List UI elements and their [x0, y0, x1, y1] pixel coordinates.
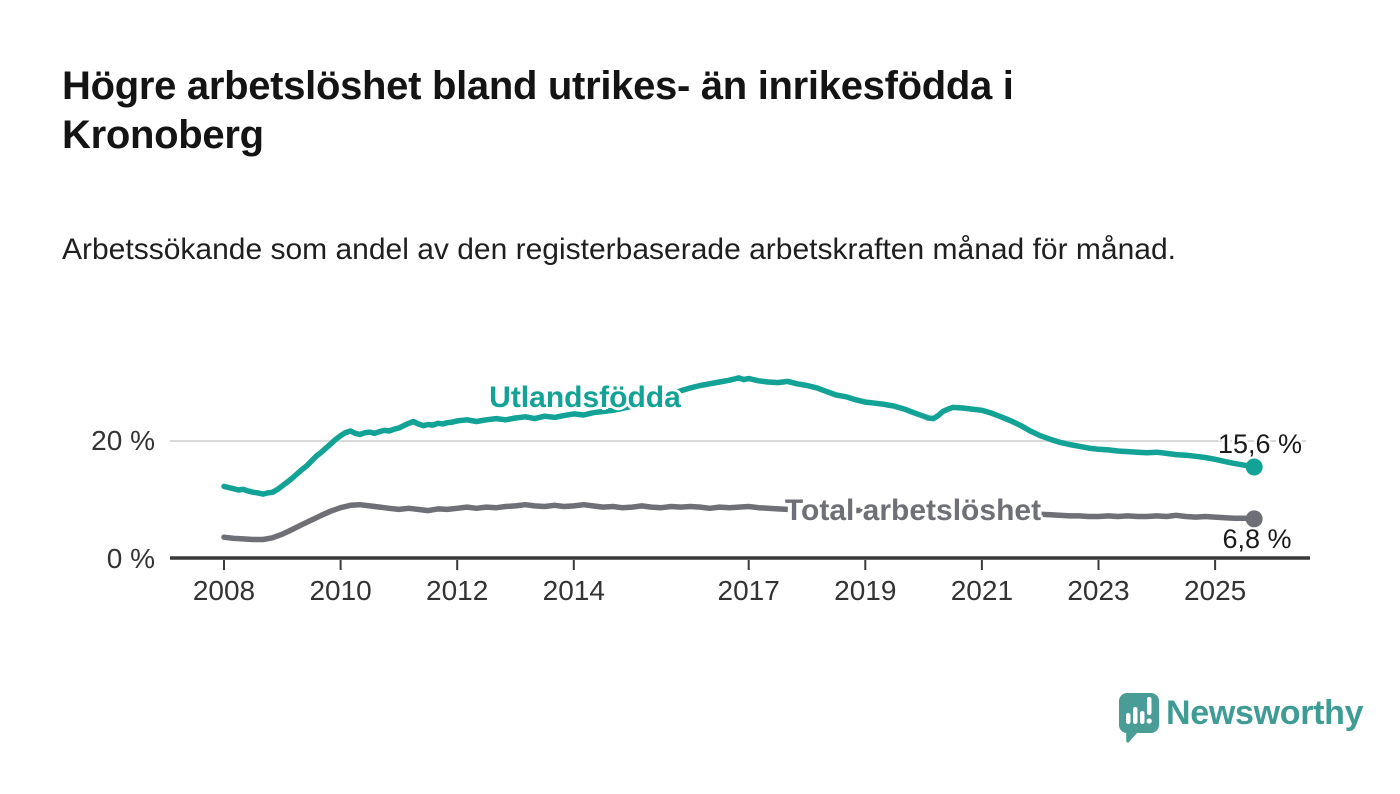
- newsworthy-logo: Newsworthy: [1118, 688, 1364, 748]
- series-line-1: [221, 501, 1257, 543]
- x-axis-tick-label: 2012: [426, 575, 489, 606]
- series-label-total-arbetsloshet: Total arbetslöshet: [784, 494, 1042, 527]
- x-axis-tick-label: 2017: [717, 575, 780, 606]
- x-axis-tick-label: 2021: [950, 575, 1014, 606]
- y-axis-tick-20: 20 %: [91, 425, 155, 456]
- x-axis-tick-label: 2010: [309, 575, 372, 606]
- x-axis-tick-label: 2019: [834, 575, 897, 606]
- x-axis-tick-label: 2023: [1067, 575, 1130, 606]
- chart-title: Högre arbetslöshet bland utrikes- än inr…: [62, 64, 1014, 157]
- series-line-0: [221, 375, 1257, 497]
- newsworthy-bubble-chart-icon: [1118, 693, 1159, 743]
- x-axis-tick-label: 2014: [542, 575, 605, 606]
- series-end-dot-1: [1245, 510, 1263, 528]
- series-end-dot-0: [1245, 458, 1263, 476]
- end-value-utlandsfodda: 15,6 %: [1217, 429, 1303, 459]
- x-axis-tick-label: 2008: [192, 575, 256, 606]
- series-label-utlandsfodda: Utlandsfödda: [489, 381, 681, 414]
- y-axis-tick-0: 0 %: [106, 543, 155, 574]
- x-axis-tick-label: 2025: [1183, 575, 1247, 606]
- end-value-total: 6,8 %: [1222, 524, 1292, 554]
- chart-subtitle: Arbetssökande som andel av den registerb…: [62, 233, 1176, 266]
- newsworthy-brand-text: Newsworthy: [1166, 694, 1364, 732]
